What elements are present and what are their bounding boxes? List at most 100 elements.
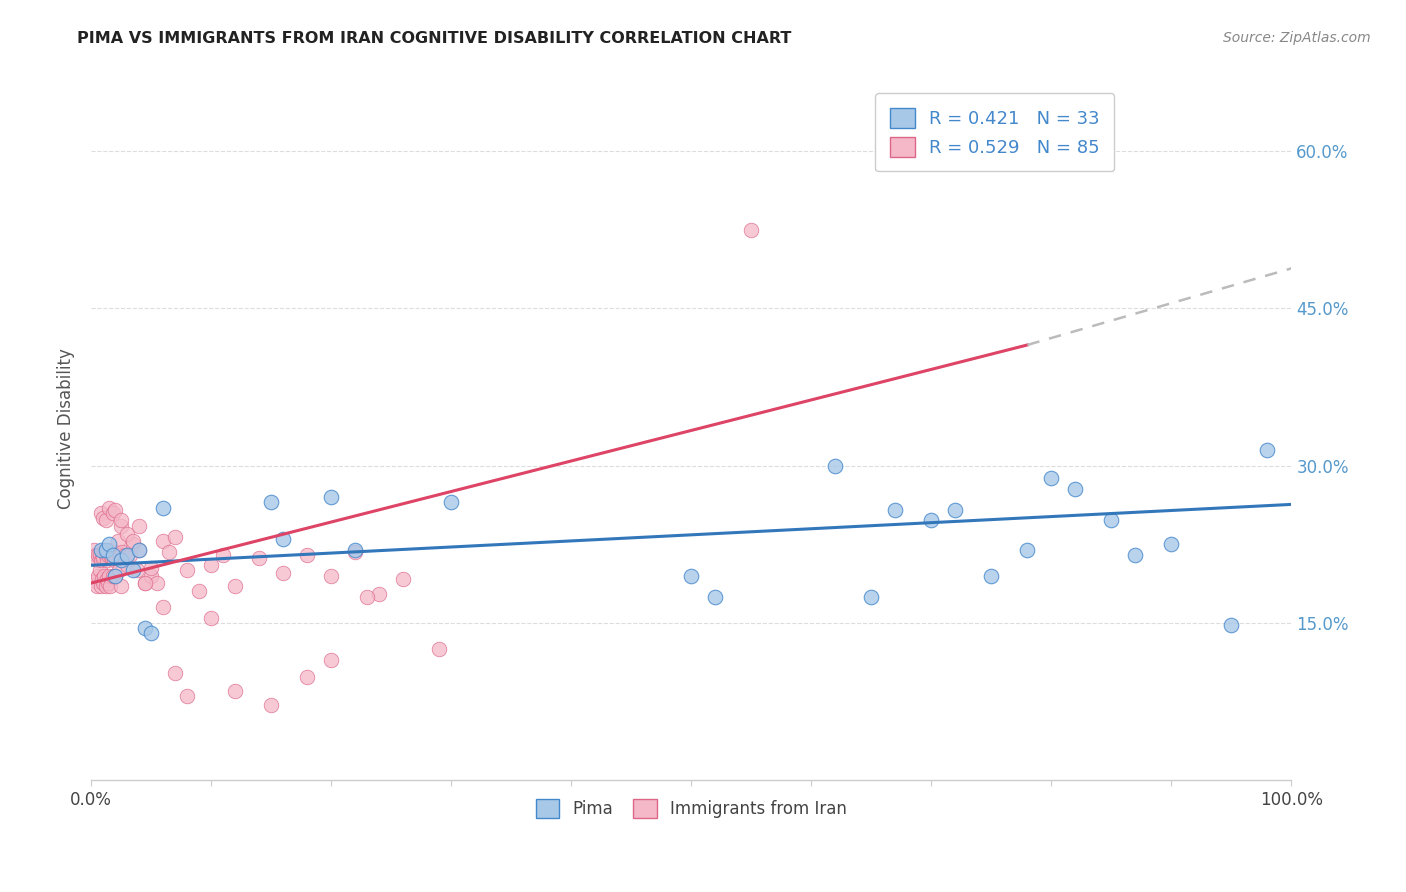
Point: [176, 564, 198, 578]
Point: [101, 506, 124, 520]
Point: [704, 590, 727, 604]
Point: [91, 572, 114, 586]
Point: [1256, 442, 1278, 457]
Point: [860, 590, 883, 604]
Point: [152, 500, 174, 515]
Point: [111, 544, 134, 558]
Point: [96, 553, 118, 567]
Point: [104, 568, 127, 582]
Point: [200, 610, 222, 624]
Point: [98, 542, 121, 557]
Point: [128, 519, 150, 533]
Point: [321, 653, 343, 667]
Point: [93, 542, 115, 557]
Point: [152, 600, 174, 615]
Point: [165, 666, 187, 681]
Point: [104, 502, 127, 516]
Point: [128, 542, 150, 557]
Point: [1125, 548, 1147, 562]
Point: [98, 548, 121, 562]
Point: [884, 502, 907, 516]
Text: Source: ZipAtlas.com: Source: ZipAtlas.com: [1223, 31, 1371, 45]
Point: [141, 568, 163, 582]
Point: [271, 566, 294, 580]
Point: [122, 564, 145, 578]
Point: [83, 542, 105, 557]
Point: [440, 495, 463, 509]
Point: [98, 579, 121, 593]
Point: [141, 626, 163, 640]
Point: [824, 458, 846, 473]
Point: [97, 548, 120, 562]
Point: [157, 544, 180, 558]
Point: [91, 576, 114, 591]
Point: [87, 568, 110, 582]
Point: [108, 548, 131, 562]
Point: [104, 568, 127, 582]
Point: [90, 506, 112, 520]
Point: [97, 576, 120, 591]
Point: [271, 532, 294, 546]
Point: [681, 568, 703, 582]
Point: [740, 222, 762, 236]
Point: [110, 553, 132, 567]
Point: [1160, 537, 1182, 551]
Point: [321, 490, 343, 504]
Point: [141, 561, 163, 575]
Point: [427, 642, 450, 657]
Point: [110, 519, 132, 533]
Point: [101, 568, 124, 582]
Point: [115, 548, 138, 562]
Point: [392, 572, 415, 586]
Point: [110, 579, 132, 593]
Point: [146, 576, 169, 591]
Point: [91, 548, 114, 562]
Point: [134, 621, 156, 635]
Point: [103, 553, 125, 567]
Point: [98, 568, 121, 582]
Point: [260, 698, 283, 712]
Point: [321, 568, 343, 582]
Point: [94, 513, 117, 527]
Point: [107, 534, 129, 549]
Point: [94, 579, 117, 593]
Point: [107, 564, 129, 578]
Point: [90, 579, 112, 593]
Point: [104, 544, 127, 558]
Point: [260, 495, 283, 509]
Point: [90, 553, 112, 567]
Point: [105, 550, 128, 565]
Point: [128, 542, 150, 557]
Point: [100, 550, 122, 565]
Point: [94, 542, 117, 557]
Point: [122, 537, 145, 551]
Point: [356, 590, 378, 604]
Point: [84, 548, 107, 562]
Point: [247, 550, 270, 565]
Point: [98, 500, 121, 515]
Point: [295, 671, 318, 685]
Point: [212, 548, 235, 562]
Point: [115, 526, 138, 541]
Point: [86, 553, 108, 567]
Point: [1017, 542, 1039, 557]
Point: [83, 574, 105, 588]
Point: [89, 564, 111, 578]
Point: [176, 690, 198, 704]
Y-axis label: Cognitive Disability: Cognitive Disability: [58, 349, 75, 509]
Point: [134, 576, 156, 591]
Point: [87, 548, 110, 562]
Point: [1040, 471, 1063, 485]
Point: [152, 534, 174, 549]
Point: [101, 548, 124, 562]
Point: [89, 548, 111, 562]
Point: [110, 513, 132, 527]
Point: [91, 550, 114, 565]
Point: [920, 513, 942, 527]
Point: [86, 579, 108, 593]
Point: [96, 572, 118, 586]
Point: [94, 548, 117, 562]
Point: [344, 544, 367, 558]
Point: [344, 542, 367, 557]
Point: [122, 534, 145, 549]
